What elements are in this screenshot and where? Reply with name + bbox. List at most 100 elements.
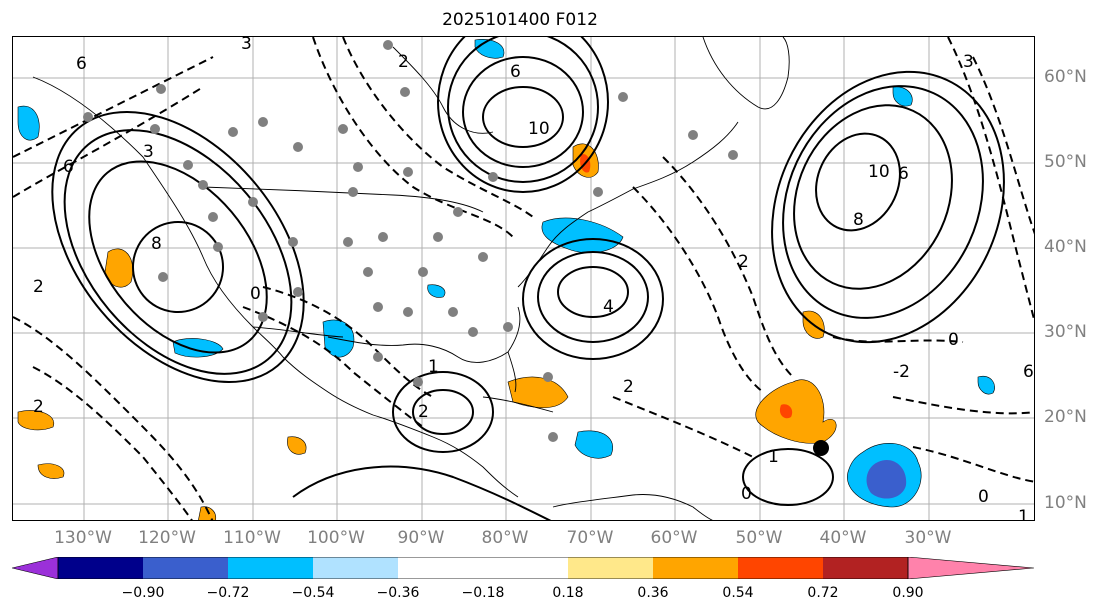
station-marker	[150, 124, 160, 134]
shade-cyan-ec	[892, 86, 913, 107]
station-marker	[373, 302, 383, 312]
contour-label: 10	[868, 162, 890, 182]
shade-cyan-w	[172, 338, 224, 358]
colorbar-swatch	[653, 557, 738, 579]
station-marker	[688, 130, 698, 140]
contour-low-se	[742, 448, 834, 506]
contour-neg-12	[892, 396, 1034, 415]
coast-s-america	[552, 494, 713, 520]
station-marker	[478, 252, 488, 262]
station-marker	[453, 207, 463, 217]
contour-label: 2	[33, 397, 44, 417]
contour-neg-13	[912, 446, 1034, 483]
station-marker	[83, 112, 93, 122]
shade-red	[779, 404, 793, 419]
station-marker	[548, 432, 558, 442]
contour-label: 6	[898, 164, 909, 184]
coast-hudson	[392, 46, 494, 134]
colorbar-tick: 0.18	[552, 585, 584, 601]
shade-cyan-se	[977, 375, 995, 395]
station-marker	[198, 180, 208, 190]
station-marker	[363, 267, 373, 277]
contour-label: 2	[623, 377, 634, 397]
shade-orange-carib	[507, 376, 569, 409]
station-marker	[228, 127, 238, 137]
contour-neg-16	[832, 336, 964, 343]
lon-label: 70°W	[566, 528, 614, 548]
station-marker	[403, 167, 413, 177]
station-marker	[183, 160, 193, 170]
station-marker	[468, 327, 478, 337]
contour-label: 1	[768, 447, 779, 467]
lon-label: 80°W	[481, 528, 529, 548]
shade-orange-sm	[287, 436, 307, 455]
station-marker	[343, 237, 353, 247]
station-marker	[158, 272, 168, 282]
contour-label: 10	[528, 119, 550, 139]
contour-high-e-2	[793, 104, 953, 290]
station-marker	[373, 352, 383, 362]
map-canvas: 6 6 6 3 3 2 8 8 10 10 6 4 2 0 0 2 2 2 1 …	[13, 37, 1034, 520]
colorbar-swatch	[907, 557, 1035, 579]
contour-neg-7	[662, 156, 794, 378]
station-marker	[288, 237, 298, 247]
lon-label: 100°W	[307, 528, 365, 548]
shade-cyan-ca	[427, 284, 446, 298]
lat-label: 50°N	[1044, 152, 1087, 172]
lat-label: 10°N	[1044, 493, 1087, 513]
contour-high-s-1	[412, 389, 474, 435]
contour-label: 6	[76, 54, 87, 74]
colorbar-tick: −0.54	[291, 585, 335, 601]
contour-neg-11	[612, 396, 754, 458]
shade-orange-sw	[17, 410, 55, 431]
station-marker	[543, 372, 553, 382]
contour-neg-10	[32, 366, 193, 520]
shade-cyan-carib	[574, 430, 613, 459]
lat-label: 20°N	[1044, 407, 1087, 427]
colorbar-tick: −0.72	[206, 585, 250, 601]
colorbar-tick: −0.36	[376, 585, 420, 601]
contour-high-e-3	[782, 85, 984, 319]
contour-label: 2	[738, 252, 749, 272]
lat-label: 40°N	[1044, 237, 1087, 257]
lon-label: 60°W	[650, 528, 698, 548]
contour-label: 8	[151, 234, 162, 254]
contour-label: 1	[428, 357, 439, 377]
contour-neg-9	[13, 316, 214, 520]
contours-negative	[13, 37, 1034, 520]
station-marker	[258, 312, 268, 322]
colorbar-swatch	[12, 557, 59, 579]
lat-label: 30°N	[1044, 322, 1087, 342]
colorbar-tick: −0.90	[121, 585, 165, 601]
contour-neg-1	[13, 56, 214, 158]
contour-high-c-1	[557, 266, 629, 318]
contour-label: -2	[893, 362, 910, 382]
contour-high-w-4	[51, 110, 305, 384]
station-marker	[400, 87, 410, 97]
contour-high-c-2	[537, 251, 649, 343]
contour-high-n-2	[462, 56, 584, 168]
station-marker	[418, 267, 428, 277]
contours-positive	[51, 37, 1005, 520]
contour-neg-5	[262, 286, 434, 398]
station-marker	[403, 307, 413, 317]
contour-label: 2	[33, 277, 44, 297]
shade-cyan-n	[474, 39, 505, 59]
coast-us-east	[517, 121, 739, 288]
contour-neg-4	[342, 37, 534, 218]
contour-high-n-1	[482, 86, 564, 148]
shade-orange-sb	[198, 506, 216, 520]
station-markers	[83, 40, 738, 442]
contour-label: 6	[510, 62, 521, 82]
station-marker	[503, 322, 513, 332]
lon-label: 120°W	[138, 528, 196, 548]
colorbar-tick: 0.72	[807, 585, 839, 601]
contour-high-n-3	[447, 37, 599, 183]
station-marker	[258, 117, 268, 127]
station-marker	[618, 92, 628, 102]
contour-label: 0	[948, 330, 959, 350]
contour-high-e-4	[771, 70, 1005, 344]
contour-high-e-1	[815, 132, 901, 232]
station-marker	[433, 232, 443, 242]
station-marker	[208, 212, 218, 222]
